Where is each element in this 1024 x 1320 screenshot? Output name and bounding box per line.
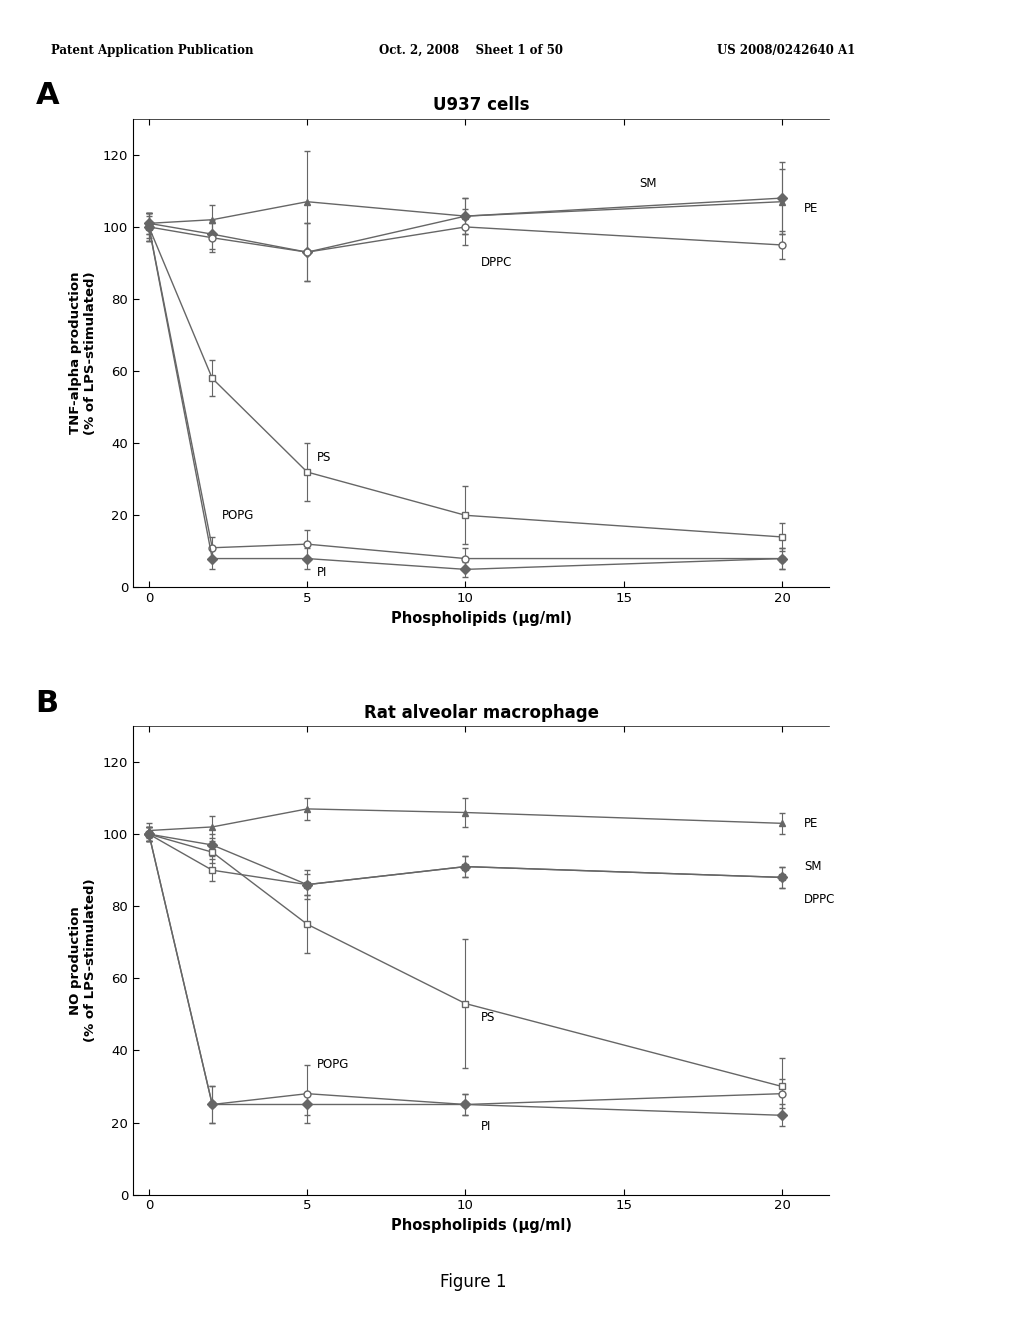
Text: PS: PS: [316, 451, 331, 465]
Text: B: B: [36, 689, 58, 718]
Text: PI: PI: [481, 1119, 492, 1133]
Text: Patent Application Publication: Patent Application Publication: [51, 44, 254, 57]
Text: PI: PI: [316, 566, 327, 579]
Text: PE: PE: [804, 817, 818, 830]
Text: DPPC: DPPC: [804, 892, 836, 906]
Text: Figure 1: Figure 1: [440, 1272, 507, 1291]
Title: Rat alveolar macrophage: Rat alveolar macrophage: [364, 704, 599, 722]
X-axis label: Phospholipids (μg/ml): Phospholipids (μg/ml): [391, 1218, 571, 1233]
Y-axis label: TNF-alpha production
(% of LPS-stimulated): TNF-alpha production (% of LPS-stimulate…: [70, 272, 97, 434]
Text: A: A: [36, 82, 59, 111]
Title: U937 cells: U937 cells: [433, 96, 529, 115]
Text: SM: SM: [640, 177, 657, 190]
Text: US 2008/0242640 A1: US 2008/0242640 A1: [717, 44, 855, 57]
Y-axis label: NO production
(% of LPS-stimulated): NO production (% of LPS-stimulated): [70, 879, 97, 1041]
Text: Oct. 2, 2008    Sheet 1 of 50: Oct. 2, 2008 Sheet 1 of 50: [379, 44, 563, 57]
Text: DPPC: DPPC: [481, 256, 513, 269]
Text: POPG: POPG: [316, 1059, 349, 1072]
Text: PS: PS: [481, 1011, 496, 1024]
Text: PE: PE: [804, 202, 818, 215]
Text: SM: SM: [804, 861, 821, 873]
X-axis label: Phospholipids (μg/ml): Phospholipids (μg/ml): [391, 611, 571, 626]
Text: POPG: POPG: [222, 508, 254, 521]
